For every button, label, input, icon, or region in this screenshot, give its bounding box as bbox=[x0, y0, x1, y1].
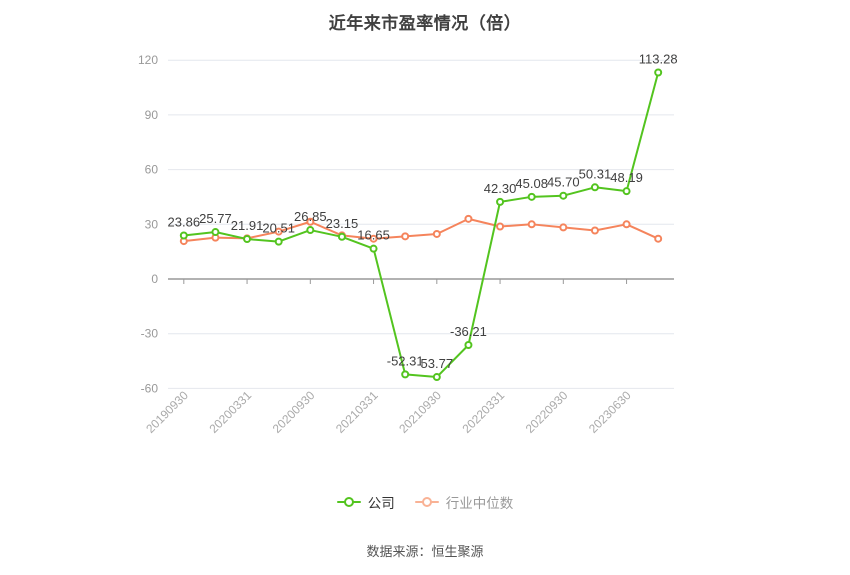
company-point bbox=[559, 191, 568, 200]
company-point bbox=[211, 228, 220, 237]
company-point bbox=[306, 226, 315, 235]
chart-legend: 公司 行业中位数 bbox=[0, 492, 850, 512]
industry-median-point bbox=[464, 214, 473, 223]
company-point bbox=[401, 370, 410, 379]
industry-median-point bbox=[401, 232, 410, 241]
legend-item-industry-median[interactable]: 行业中位数 bbox=[414, 492, 514, 512]
company-point bbox=[179, 231, 188, 240]
company-line bbox=[182, 71, 660, 379]
y-axis-tick-label: 30 bbox=[145, 217, 159, 231]
data-label: 16.65 bbox=[357, 228, 390, 243]
chart-title: 近年来市盈率情况（倍） bbox=[328, 14, 522, 33]
company-point bbox=[622, 187, 631, 196]
industry-median-line bbox=[182, 217, 660, 243]
data-label: 23.86 bbox=[168, 215, 201, 230]
industry-median-point bbox=[527, 220, 536, 229]
legend-label-company: 公司 bbox=[367, 496, 395, 511]
company-point bbox=[590, 183, 599, 192]
legend-item-company[interactable]: 公司 bbox=[336, 492, 395, 512]
x-axis-tick-label: 20230630 bbox=[586, 388, 634, 436]
company-point bbox=[527, 192, 536, 201]
data-label: 50.31 bbox=[579, 166, 612, 181]
data-label: 42.30 bbox=[484, 181, 517, 196]
y-axis-tick-label: -60 bbox=[141, 381, 159, 395]
company-point bbox=[654, 68, 663, 77]
y-axis-tick-label: 120 bbox=[138, 53, 158, 67]
data-label: 113.28 bbox=[639, 51, 678, 66]
x-axis-tick-label: 20220331 bbox=[460, 388, 508, 436]
company-legend-dot bbox=[343, 497, 354, 507]
company-point bbox=[496, 197, 505, 206]
data-label: 26.85 bbox=[294, 209, 327, 224]
data-label: 45.08 bbox=[515, 176, 548, 191]
data-label: -52.31 bbox=[387, 353, 424, 368]
data-label: -36.21 bbox=[450, 324, 487, 339]
company-point bbox=[369, 244, 378, 253]
data-label: 48.19 bbox=[610, 170, 643, 185]
y-axis-tick-label: 60 bbox=[145, 163, 159, 177]
y-axis-tick-label: 90 bbox=[145, 108, 159, 122]
company-point bbox=[243, 235, 252, 244]
data-label: 45.70 bbox=[547, 175, 580, 190]
company-point bbox=[432, 373, 441, 382]
industry-median-point bbox=[496, 222, 505, 231]
x-axis-tick-label: 20200331 bbox=[207, 388, 255, 436]
industry-median-series-icon bbox=[414, 496, 439, 508]
industry-median-point bbox=[590, 226, 599, 235]
industry-median-point bbox=[432, 229, 441, 238]
legend-label-industry-median: 行业中位数 bbox=[445, 496, 514, 511]
data-source-note: 数据来源：恒生聚源 bbox=[366, 544, 484, 559]
industry-median-point bbox=[274, 227, 283, 236]
data-label: 23.15 bbox=[326, 216, 359, 231]
company-point bbox=[464, 341, 473, 350]
data-label: 53.77 bbox=[421, 356, 454, 371]
data-label: 25.77 bbox=[199, 211, 232, 226]
y-axis-tick-label: -30 bbox=[141, 327, 159, 341]
industry-median-point bbox=[559, 223, 568, 232]
company-series-icon bbox=[336, 496, 361, 508]
y-axis-tick-label: 0 bbox=[151, 272, 158, 286]
industry-median-point bbox=[654, 234, 663, 243]
x-axis-tick-label: 20210331 bbox=[333, 388, 381, 436]
company-point bbox=[337, 232, 346, 241]
data-label: 21.91 bbox=[231, 218, 264, 233]
industry-median-legend-dot bbox=[421, 497, 432, 507]
industry-median-point bbox=[369, 234, 378, 243]
industry-median-point bbox=[306, 217, 315, 226]
industry-median-point bbox=[622, 220, 631, 229]
company-point bbox=[274, 237, 283, 246]
x-axis-tick-label: 20210930 bbox=[396, 388, 444, 436]
x-axis-tick-label: 20200930 bbox=[270, 388, 318, 436]
data-label: 20.51 bbox=[262, 221, 295, 236]
x-axis-tick-label: 20220930 bbox=[523, 388, 571, 436]
